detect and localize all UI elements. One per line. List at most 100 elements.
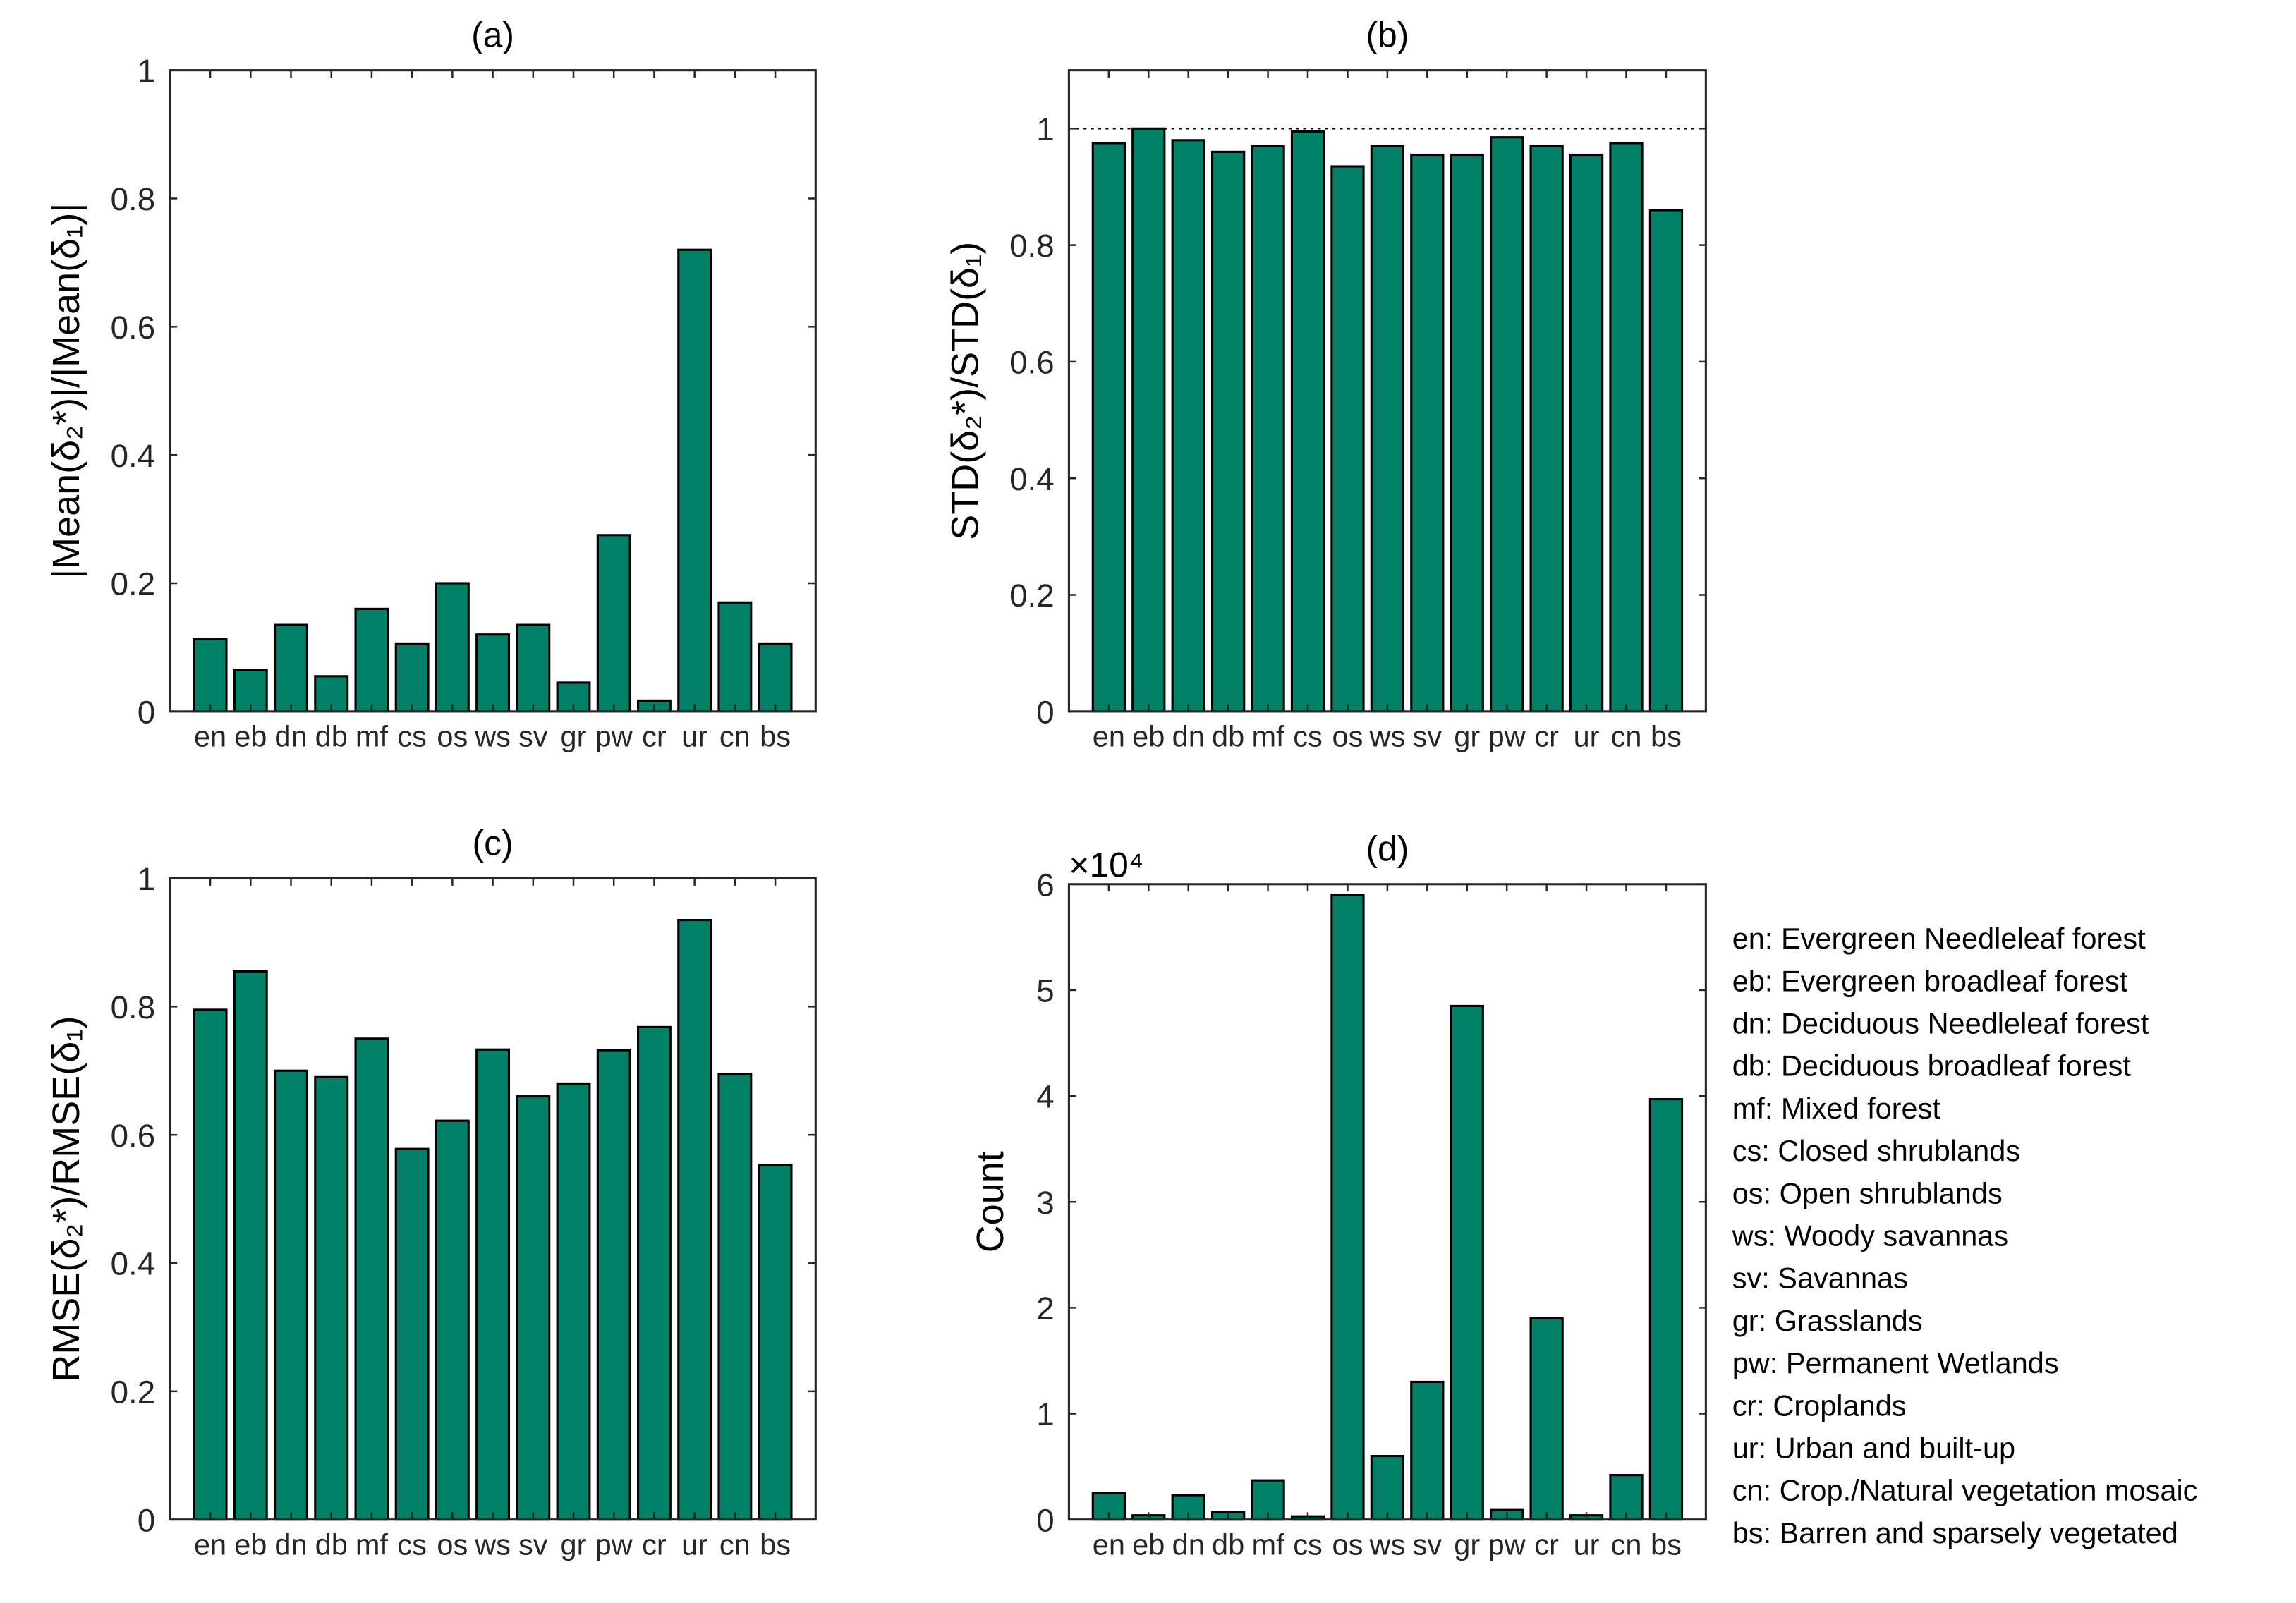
y-tick-label: 0.6 xyxy=(111,1118,155,1154)
y-tick-label: 0.2 xyxy=(1009,578,1054,614)
bar-sv xyxy=(516,623,551,713)
y-tick-label: 0.8 xyxy=(111,181,155,217)
x-tick-label-sv: sv xyxy=(518,1528,548,1561)
y-tick-label: 0 xyxy=(138,694,155,730)
bar-en xyxy=(1091,142,1126,713)
bar-os xyxy=(1330,165,1365,713)
bar-cn xyxy=(1609,142,1644,713)
y-tick-label: 1 xyxy=(1036,1396,1054,1432)
bar-ur xyxy=(677,248,712,713)
x-tick-label-sv: sv xyxy=(1413,720,1442,753)
x-tick-label-os: os xyxy=(1332,1528,1363,1561)
y-tick-label: 0.6 xyxy=(111,310,155,346)
legend-entry: ur: Urban and built-up xyxy=(1732,1431,2015,1464)
bar-db xyxy=(314,1075,349,1521)
x-tick-label-sv: sv xyxy=(1413,1528,1442,1561)
x-tick-label-ws: ws xyxy=(1369,720,1406,753)
x-tick-label-db: db xyxy=(1212,720,1244,753)
bar-gr xyxy=(1450,1004,1484,1521)
x-tick-label-gr: gr xyxy=(1454,1528,1480,1561)
y-tick-label: 5 xyxy=(1036,973,1054,1009)
x-tick-label-sv: sv xyxy=(518,720,548,753)
y-tick-label: 3 xyxy=(1036,1185,1054,1221)
panel-d: 0 1 2 3 4 5 6 en eb dn db mf cs os ws sv gr pw cr ur cn bs (d)… xyxy=(969,829,1707,1561)
panel-title: (b) xyxy=(1366,15,1409,54)
bar-os xyxy=(435,582,470,713)
panel-title: (d) xyxy=(1366,829,1409,869)
x-tick-label-en: en xyxy=(194,720,226,753)
bar-ws xyxy=(1370,145,1405,713)
legend-entry: dn: Deciduous Needleleaf forest xyxy=(1732,1007,2149,1040)
axes-frame xyxy=(1067,883,1707,1521)
y-tick-label: 0 xyxy=(138,1502,155,1538)
bar-bs xyxy=(1648,1098,1684,1521)
x-tick-label-os: os xyxy=(1332,720,1363,753)
bar-ur xyxy=(677,919,712,1521)
y-tick-label: 0.6 xyxy=(1009,345,1054,381)
y-tick-label: 0.2 xyxy=(111,1374,155,1410)
bar-ws xyxy=(475,633,511,713)
x-tick-label-dn: dn xyxy=(1172,720,1205,753)
bar-sv xyxy=(1410,153,1445,713)
bar-bs xyxy=(758,642,793,713)
bar-cr xyxy=(636,1025,672,1521)
x-tick-label-ur: ur xyxy=(1574,720,1600,753)
y-tick-label: 1 xyxy=(1036,111,1054,147)
bar-cn xyxy=(717,601,753,713)
x-tick-label-db: db xyxy=(315,1528,348,1561)
x-tick-label-dn: dn xyxy=(1172,1528,1205,1561)
x-tick-label-cr: cr xyxy=(642,720,667,753)
x-tick-label-cs: cs xyxy=(1293,1528,1323,1561)
bar-gr xyxy=(1450,153,1484,713)
bar-ws xyxy=(475,1048,511,1521)
legend-entry: gr: Grasslands xyxy=(1732,1304,1923,1337)
x-tick-label-pw: pw xyxy=(1488,1528,1526,1561)
x-tick-label-gr: gr xyxy=(1454,720,1480,753)
x-tick-label-bs: bs xyxy=(760,720,791,753)
panel-b: 0 0.2 0.4 0.6 0.8 1 en eb dn db mf cs os ws sv gr pw cr ur… xyxy=(944,15,1707,753)
x-tick-label-eb: eb xyxy=(1132,1528,1165,1561)
bar-pw xyxy=(1490,136,1524,713)
bar-sv xyxy=(516,1095,551,1521)
bar-dn xyxy=(1171,139,1205,713)
y-tick-label: 0.4 xyxy=(111,1246,155,1282)
x-tick-label-ur: ur xyxy=(1574,1528,1600,1561)
bar-ws xyxy=(1370,1455,1405,1521)
x-tick-label-os: os xyxy=(437,1528,468,1561)
panel-title: (c) xyxy=(473,823,514,863)
bar-cn xyxy=(717,1073,753,1521)
legend-entry: cn: Crop./Natural vegetation mosaic xyxy=(1732,1474,2198,1507)
x-tick-label-pw: pw xyxy=(595,1528,633,1561)
bar-eb xyxy=(1131,127,1166,713)
bar-os xyxy=(435,1119,470,1521)
y-tick-label: 0 xyxy=(1036,694,1054,730)
bar-db xyxy=(1211,150,1246,713)
legend-entry: cs: Closed shrublands xyxy=(1732,1134,2020,1167)
x-tick-label-bs: bs xyxy=(1651,720,1682,753)
legend-entry: mf: Mixed forest xyxy=(1732,1092,1941,1125)
bar-en xyxy=(193,638,228,713)
panel-title: (a) xyxy=(471,15,514,54)
x-tick-label-ws: ws xyxy=(474,1528,511,1561)
panel-a: 0 0.2 0.4 0.6 0.8 1 en eb dn db mf cs os ws sv gr pw cr ur… xyxy=(45,15,817,753)
x-tick-label-db: db xyxy=(1212,1528,1244,1561)
x-tick-label-cr: cr xyxy=(642,1528,667,1561)
x-tick-label-cn: cn xyxy=(1611,720,1642,753)
x-tick-label-eb: eb xyxy=(1132,720,1165,753)
x-tick-label-en: en xyxy=(194,1528,226,1561)
x-tick-label-cs: cs xyxy=(1293,720,1323,753)
bar-cs xyxy=(1290,130,1325,713)
bar-mf xyxy=(354,1037,389,1521)
x-tick-label-pw: pw xyxy=(1488,720,1526,753)
legend-entry: en: Evergreen Needleleaf forest xyxy=(1732,922,2146,955)
x-tick-label-ur: ur xyxy=(681,720,707,753)
y-tick-label: 0.2 xyxy=(111,566,155,602)
x-tick-label-gr: gr xyxy=(561,720,587,753)
y-axis-label: |Mean(δ₂*)|/|Mean(δ₁)| xyxy=(45,203,87,579)
bar-pw xyxy=(596,1049,631,1521)
y-tick-label: 4 xyxy=(1036,1079,1054,1115)
x-tick-label-ws: ws xyxy=(1369,1528,1406,1561)
x-tick-label-cn: cn xyxy=(1611,1528,1642,1561)
x-tick-label-cr: cr xyxy=(1534,720,1559,753)
